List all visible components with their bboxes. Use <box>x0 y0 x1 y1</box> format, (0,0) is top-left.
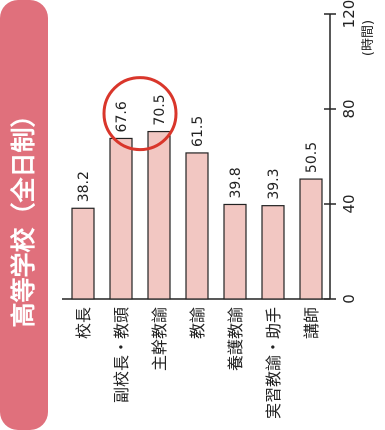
bar-value-label: 39.8 <box>228 167 244 198</box>
highlight-circle <box>102 76 178 152</box>
category-label: 校長 <box>74 307 93 339</box>
value-axis-tick-label: 40 <box>340 194 358 213</box>
bar <box>109 137 133 300</box>
bar-value-label: 38.2 <box>76 171 92 202</box>
title-band <box>0 0 48 430</box>
category-label: 養護教諭 <box>226 307 245 371</box>
bar-value-label: 39.3 <box>266 168 282 199</box>
category-label: 講師 <box>302 307 321 339</box>
bars-group <box>71 130 323 300</box>
bar <box>261 205 285 300</box>
bar-value-label: 67.6 <box>114 101 130 132</box>
bar <box>71 207 95 300</box>
value-axis-unit-label: (時間) <box>361 20 376 56</box>
bar-value-label: 61.5 <box>190 116 206 147</box>
value-labels-group: 38.2 67.6 70.5 61.5 39.8 39.3 50.5 <box>76 94 320 202</box>
bar-value-label: 50.5 <box>304 142 320 173</box>
category-label: 教諭 <box>188 307 207 339</box>
category-labels-group: 校長 副校長・教頭 主幹教諭 教諭 養護教諭 実習教諭・助手 講師 <box>74 307 321 419</box>
value-axis-tick-label: 80 <box>340 99 358 118</box>
value-axis-tick-label: 120 <box>340 0 358 28</box>
category-label: 主幹教諭 <box>150 307 169 371</box>
bar-value-label: 70.5 <box>152 94 168 125</box>
bar <box>147 130 171 300</box>
bar <box>299 178 323 300</box>
value-axis-ticks: 0 40 80 120 <box>324 0 358 304</box>
chart-title: 高等学校（全日制） <box>9 102 38 327</box>
category-label: 副校長・教頭 <box>112 307 131 403</box>
category-label: 実習教諭・助手 <box>264 307 283 419</box>
bar <box>223 203 247 300</box>
value-axis-tick-label: 0 <box>340 294 358 304</box>
bar <box>185 152 209 300</box>
